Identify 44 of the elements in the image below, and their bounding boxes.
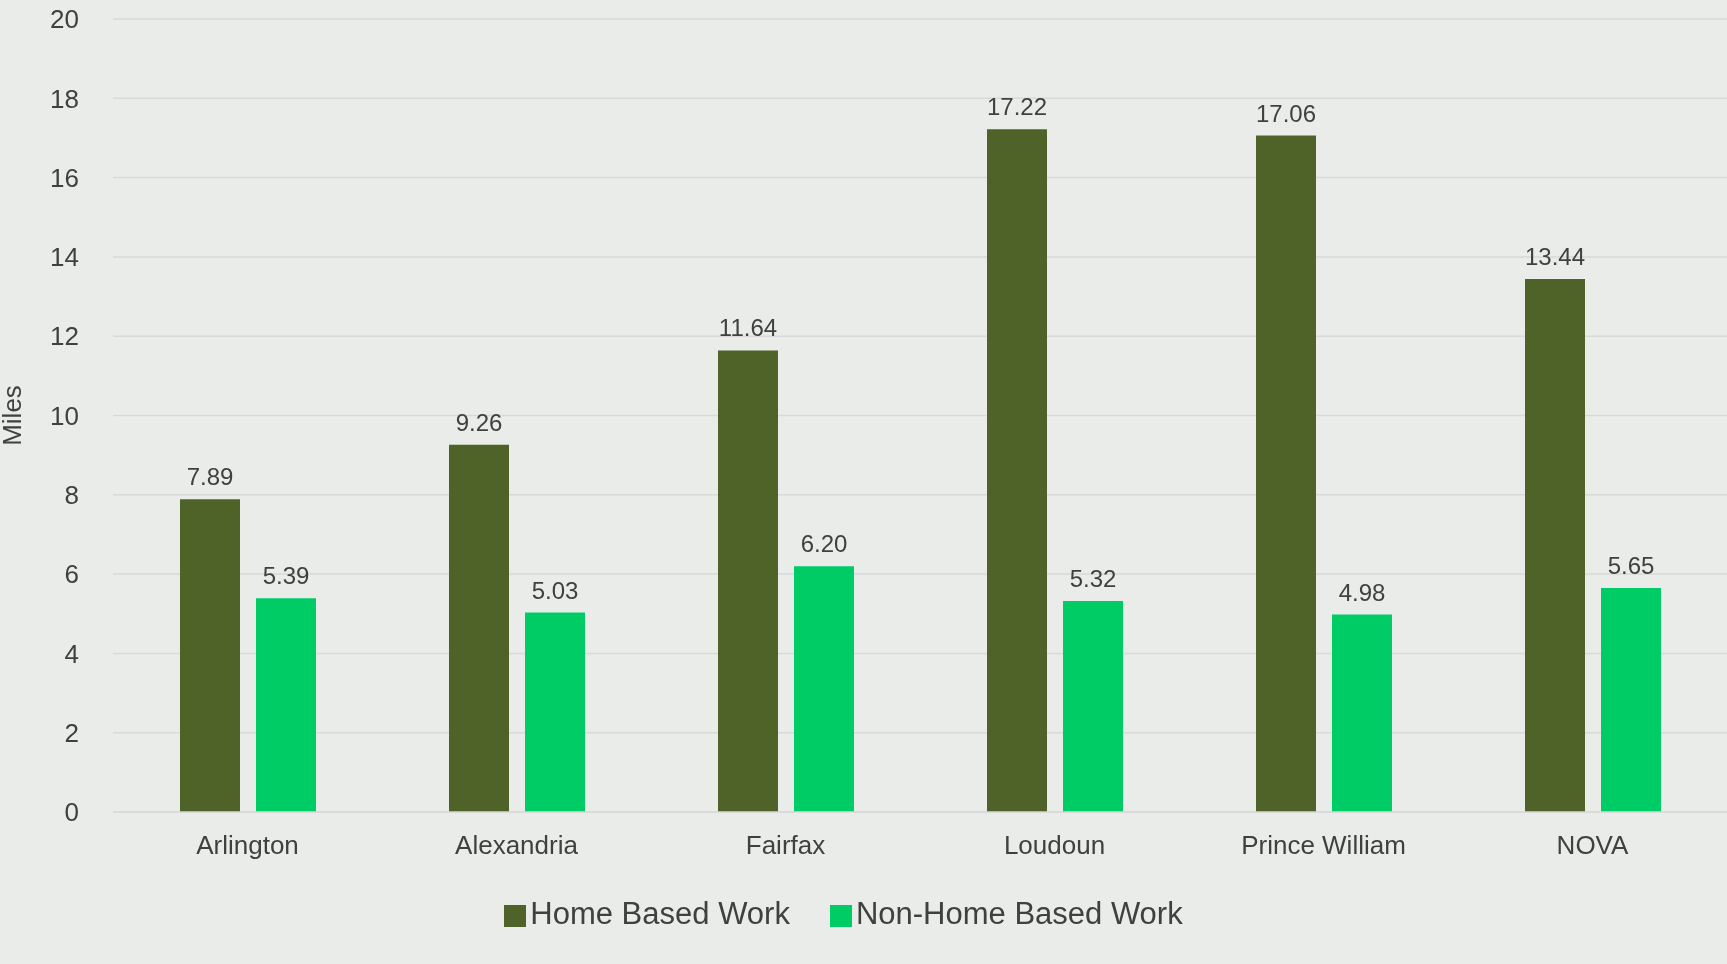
y-tick-label: 20: [50, 4, 79, 35]
legend-label: Non-Home Based Work: [855, 896, 1183, 931]
text: 13.44: [1524, 243, 1586, 271]
text: 9.26: [455, 408, 503, 436]
text: 5.03: [531, 576, 579, 604]
y-tick-label: 6: [64, 559, 79, 590]
x-tick-label: Fairfax: [745, 830, 826, 861]
text: 5.39: [262, 562, 310, 590]
bar: [1063, 601, 1123, 812]
x-tick-label: Alexandria: [455, 830, 579, 861]
y-tick-label: 8: [64, 480, 79, 511]
y-tick-label: 2: [64, 717, 79, 748]
text: 17.22: [986, 93, 1048, 121]
text: 17.06: [1255, 99, 1317, 127]
y-tick-label: 10: [50, 400, 79, 431]
text: 5.32: [1069, 565, 1117, 593]
bar: [1525, 279, 1585, 812]
x-tick-label: NOVA: [1556, 830, 1630, 861]
text: 11.64: [718, 314, 778, 342]
y-tick-label: 16: [50, 162, 79, 193]
bar: [1256, 135, 1316, 812]
y-tick-label: 18: [50, 83, 79, 114]
bar: [256, 598, 316, 812]
x-tick-label: Loudoun: [1003, 830, 1106, 861]
text: 4.98: [1338, 578, 1386, 606]
x-tick-label: Arlington: [196, 830, 299, 861]
y-tick-label: 0: [64, 797, 79, 828]
y-tick-label: 12: [50, 321, 79, 352]
bar: [987, 129, 1047, 812]
y-tick-label: 14: [50, 242, 79, 273]
text: 6.20: [800, 530, 848, 558]
bar: [718, 350, 778, 812]
bar: [180, 499, 240, 812]
legend-label: Home Based Work: [530, 896, 790, 931]
x-tick-label: Prince William: [1241, 830, 1406, 861]
bar: [449, 444, 509, 812]
y-axis-title: Miles: [0, 385, 28, 446]
bar: [1332, 614, 1392, 812]
bar: [525, 612, 585, 812]
text: 7.89: [186, 463, 234, 491]
bar: [794, 566, 854, 812]
text: 5.65: [1607, 551, 1655, 579]
bar: [1601, 587, 1661, 812]
y-tick-label: 4: [64, 638, 79, 669]
